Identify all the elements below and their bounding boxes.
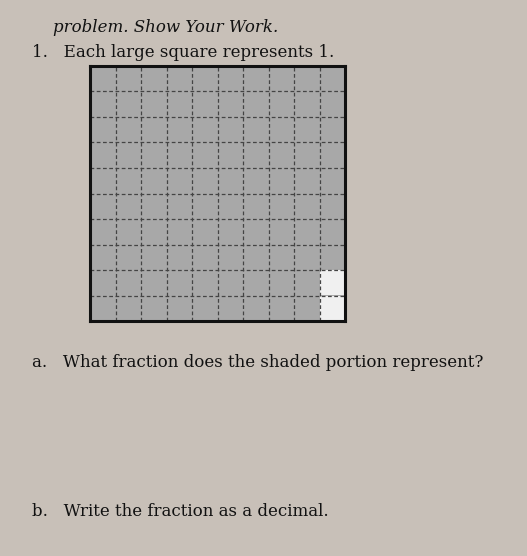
Bar — [319, 270, 345, 295]
Text: problem. Show Your Work.: problem. Show Your Work. — [53, 19, 278, 37]
Text: b.   Write the fraction as a decimal.: b. Write the fraction as a decimal. — [32, 503, 328, 520]
Text: 1.   Each large square represents 1.: 1. Each large square represents 1. — [32, 44, 334, 62]
Bar — [319, 295, 345, 321]
Text: a.   What fraction does the shaded portion represent?: a. What fraction does the shaded portion… — [32, 354, 483, 371]
